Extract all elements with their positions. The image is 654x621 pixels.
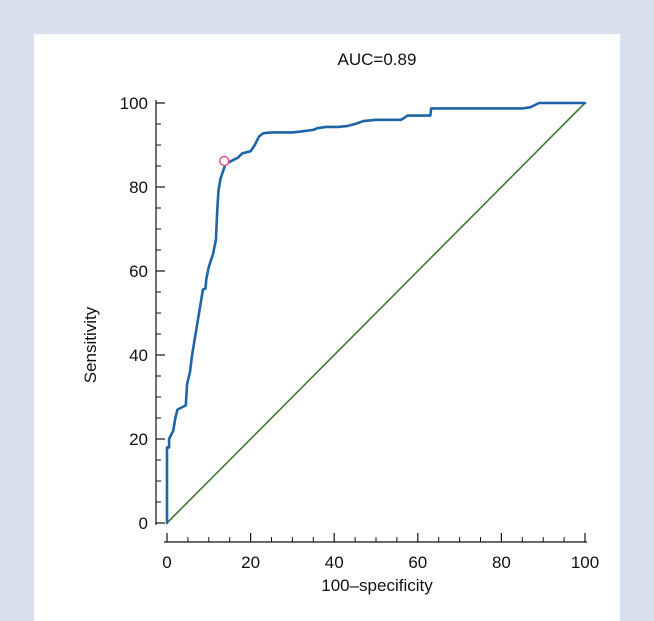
optimal-cutoff-marker [219, 155, 230, 167]
reference-diagonal-line [166, 102, 586, 524]
chart-panel: AUC=0.89 100–specificity Sensitivity 0 20… [34, 34, 620, 621]
axes: 0 20 40 60 80 100 0 20 40 60 80 100 [120, 94, 600, 572]
y-tick-label: 40 [129, 346, 148, 365]
x-tick-label: 80 [492, 553, 511, 572]
x-tick-label: 20 [241, 553, 260, 572]
y-tick-label: 0 [139, 514, 148, 533]
x-tick-label: 100 [571, 553, 599, 572]
x-tick-label: 0 [162, 553, 171, 572]
y-tick-label: 20 [129, 430, 148, 449]
y-tick-label: 80 [129, 178, 148, 197]
x-axis-label: 100–specificity [321, 576, 433, 595]
y-tick-label: 60 [129, 262, 148, 281]
y-tick-label: 100 [120, 94, 148, 113]
series-layer [165, 101, 587, 525]
chart-title: AUC=0.89 [338, 50, 417, 69]
x-tick-label: 40 [325, 553, 344, 572]
y-axis-label: Sensitivity [81, 306, 100, 383]
x-tick-label: 60 [408, 553, 427, 572]
roc-chart: AUC=0.89 100–specificity Sensitivity 0 20… [81, 50, 600, 595]
roc-curve-line [165, 101, 587, 525]
